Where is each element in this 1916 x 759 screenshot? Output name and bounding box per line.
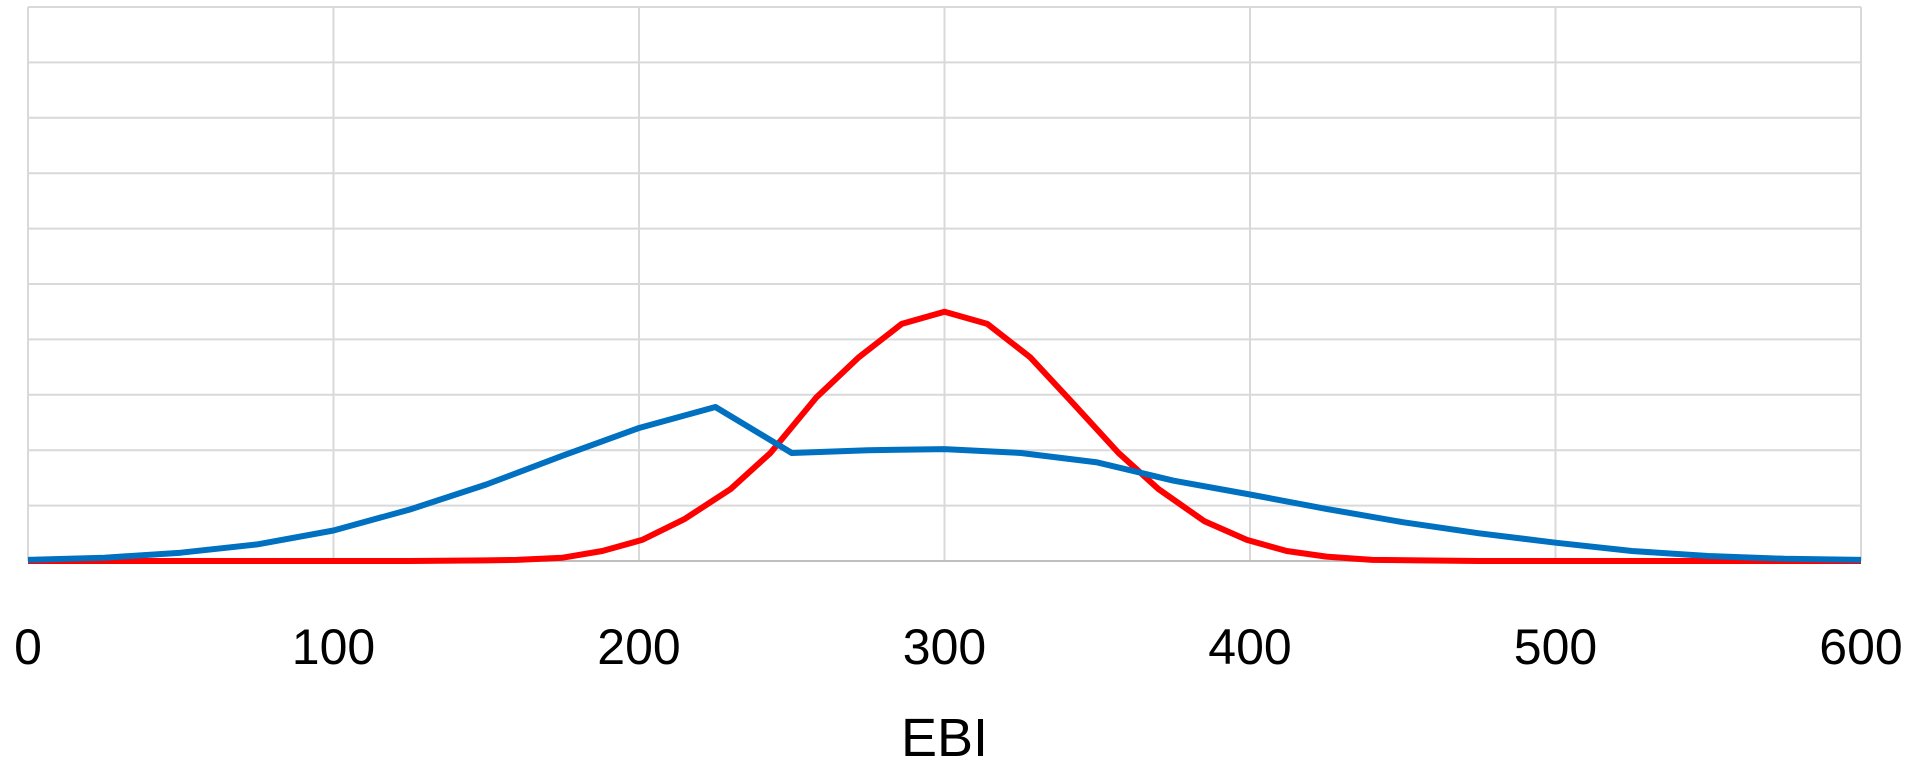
x-tick-label: 600 — [1819, 619, 1902, 675]
series-line-2 — [27, 404, 1862, 563]
x-tick-label: 400 — [1208, 619, 1291, 675]
series-line-1 — [28, 308, 1861, 564]
x-tick-label: 200 — [597, 619, 680, 675]
gridlines — [27, 6, 1862, 562]
x-tick-label: 300 — [903, 619, 986, 675]
x-axis-title: EBI — [901, 708, 988, 759]
x-axis-tick-labels: 0 100 200 300 400 500 600 — [14, 619, 1903, 675]
x-tick-label: 100 — [292, 619, 375, 675]
x-tick-label: 500 — [1514, 619, 1597, 675]
series-layer — [27, 308, 1862, 564]
x-tick-label: 0 — [14, 619, 42, 675]
